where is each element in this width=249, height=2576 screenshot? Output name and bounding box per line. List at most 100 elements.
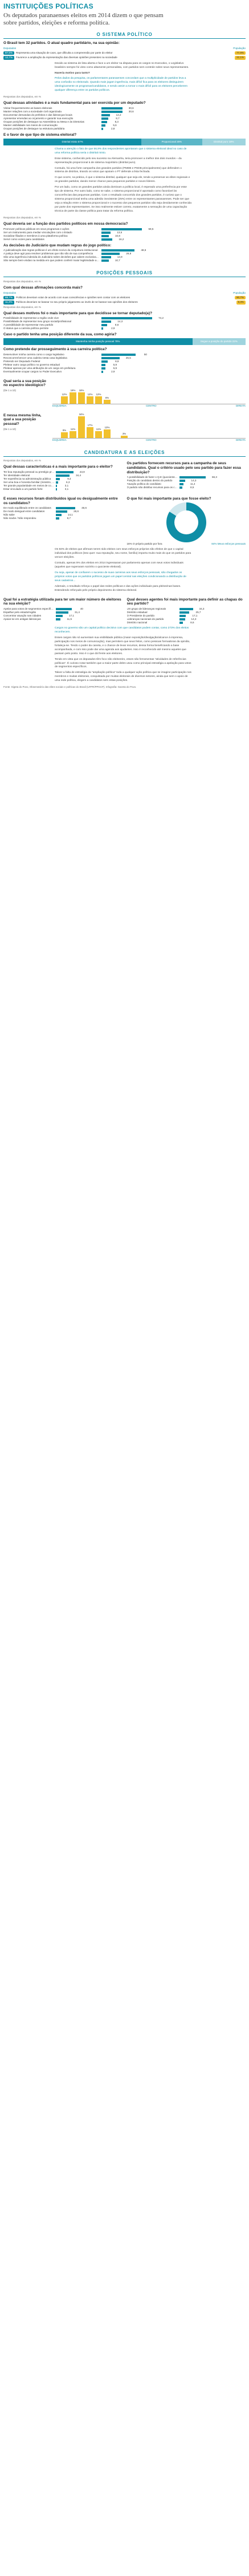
q2-rows: Visitar frequentemente as bases eleitora… (3, 107, 246, 131)
column-value: 12% (62, 392, 67, 396)
column-bar: 6% (104, 396, 111, 404)
bar-mark (101, 367, 106, 370)
q8-segments: Mantenha minha posição pessoal 78% Segue … (3, 338, 246, 345)
bar-row: Apoiar-se em antigas lideranças 11,5 (3, 618, 123, 621)
paragraph: Os 84% de eleitos que afirmam terem sido… (55, 547, 191, 559)
q2-note: Respostas dos deputados, em % (3, 95, 42, 99)
q3-title: E o favor de que tipo de sistema eleitor… (3, 133, 77, 137)
q6-rows: 88,7% Políticos deveriam votar de acordo … (3, 296, 246, 305)
bar-label: O partido não distribui recursos para os… (126, 486, 178, 489)
bar-value: 74,2 (158, 317, 164, 320)
bar-value: 11,4 (190, 482, 195, 486)
paragraph: Devido ao sistema de lista aberta e face… (55, 62, 189, 69)
dep-value: 87,5% (3, 51, 15, 55)
bar-mark (179, 486, 183, 489)
segment: Distrital puro 18% (202, 138, 246, 145)
paragraph: Esse sistema, conhecido pelo seu sucesso… (55, 157, 182, 164)
q17-title: Qual desses agentes foi mais importante … (126, 597, 243, 606)
column-value: 3% (122, 432, 126, 436)
q4-block: Respostas dos deputados, em % Qual dever… (3, 216, 246, 241)
q1-header-dep: Deputados (3, 47, 17, 50)
bar-mark (179, 476, 206, 479)
axis-right: DIREITA (235, 404, 246, 407)
q14-block: E esses recursos foram distribuídos igua… (3, 494, 123, 546)
q1-rows: 87,5% Representa uma situação de caos, qu… (3, 51, 246, 60)
comparison-row: 88,7% Políticos deveriam votar de acordo … (3, 296, 246, 300)
bar-value: 17,1 (69, 614, 74, 617)
q5-rows: A judicialização das regras políticas é … (3, 249, 246, 262)
bar-value: 3,1 (64, 488, 69, 491)
q2-title: Qual dessas atividades é a mais fundamen… (3, 101, 146, 106)
column-bar: 18% (78, 388, 85, 404)
segment: Distrital misto 57% (3, 138, 142, 145)
column-value: 9% (62, 428, 67, 432)
footer-source: Fonte: Sigeta do Povo, Observatório das … (3, 685, 137, 689)
bar-row: O partido não distribui recursos para os… (127, 486, 246, 489)
column-value: 18% (79, 388, 84, 392)
comparison-row: 11,3% Políticos deveriam se basear no seu… (3, 301, 246, 305)
bar-value: 9,4 (67, 477, 71, 481)
pop-value: 22,1% (234, 56, 246, 60)
bar-mark (56, 510, 68, 513)
column-bar: 9% (61, 428, 68, 438)
q7-note: Respostas dos deputados, em % (3, 305, 42, 309)
bar-mark (101, 356, 120, 359)
q14-q15-row: E esses recursos foram distribuídos igua… (3, 494, 246, 546)
comparison-row: 87,5% Representa uma situação de caos, qu… (3, 51, 246, 55)
bar-row: São sempre bem-vindas na medida em que p… (3, 259, 246, 262)
bar-row: São uma ingerência indevida do Judiciári… (3, 255, 246, 259)
text-block-3: Os 84% de eleitos que afirmam terem sido… (55, 548, 191, 593)
bar-row: Pleitear outro cargo político no governo… (3, 363, 246, 367)
bar-value: 34,4 (76, 474, 81, 477)
paragraph: Por um lado, como os grandes partidos ai… (55, 186, 191, 213)
q3-segments: Distrital misto 57% Proporcional 25% Distr… (3, 138, 246, 145)
q9-title: Como pretende dar prosseguimento à sua c… (3, 347, 107, 351)
bar-mark (101, 231, 111, 234)
bar-row: Pretendo ser Deputado Federal 8,8 (3, 360, 246, 363)
q4-rows: Promover políticas públicas em seus prog… (3, 228, 246, 241)
bar-row: Concentrar atuação nas cidades 17,1 (3, 614, 123, 618)
bar-row: A possibilidade de representar meu parti… (3, 323, 246, 327)
q12-title: Qual dessas características é a mais imp… (3, 465, 113, 469)
bar-value: 8,8 (115, 359, 119, 363)
column-bar: 13% (104, 426, 111, 438)
text-block-1: Devido ao sistema de lista aberta e face… (55, 62, 191, 94)
q11-chart: 9% 11% 34% 17% 11% 13% 3% (52, 411, 246, 439)
bar-row: Documentar demandas do prefeitos e das l… (3, 113, 246, 117)
bar-value: 2,8 (111, 127, 115, 130)
column-value: 34% (79, 413, 84, 416)
bar-mark (56, 517, 60, 520)
column-bar: 12% (87, 393, 93, 404)
bar-value: 2,9 (111, 370, 115, 373)
column-value: 6% (105, 396, 109, 400)
bar-mark (56, 485, 58, 488)
axis-left: ESQUERDA (52, 438, 67, 441)
bar-mark (101, 238, 113, 241)
q1-block: O Brasil tem 32 partidos. O atual quadro… (3, 41, 246, 60)
bar-mark (101, 121, 107, 124)
q2-block: Respostas dos deputados, em % Qual dessa… (3, 95, 246, 131)
q13-title: Os partidos fornecem recursos para a cam… (126, 461, 241, 474)
bar-value: 48,6 (141, 249, 146, 252)
bar-row: Lideranças nacionais do partido 14,3 (127, 618, 246, 621)
q12-rows: Ter boa reputação pessoal ou prestígio p… (3, 470, 123, 491)
paragraph: Pelos dados da pesquisa, os parlamentare… (55, 77, 188, 92)
bar-mark (101, 253, 120, 255)
q10-sub: (De 1 a 10) (3, 389, 16, 392)
bar-mark (101, 249, 135, 252)
column-value: 11% (70, 427, 76, 431)
pop-value: 77,9% (234, 51, 246, 55)
bar-value: 12,2 (116, 113, 121, 116)
paragraph: Contudo, há uma forte campanha dos grand… (55, 167, 182, 174)
bar-row: Um grupo de lideranças regionais 34,3 (127, 607, 246, 611)
q6-note: Respostas dos deputados, em % (3, 280, 42, 283)
column-bar: 3% (121, 432, 128, 438)
axis-center: CENTRO (146, 438, 157, 441)
bar-value: 13,9 (117, 255, 123, 259)
q6-header-dep: Deputados (3, 291, 17, 294)
column-value: 12% (96, 392, 101, 396)
bar-mark (101, 363, 106, 366)
bar-row: Diretório estadual 25,7 (127, 611, 246, 614)
bar-value: 43,9 (79, 470, 85, 474)
bar-value: 2,9 (111, 327, 115, 330)
